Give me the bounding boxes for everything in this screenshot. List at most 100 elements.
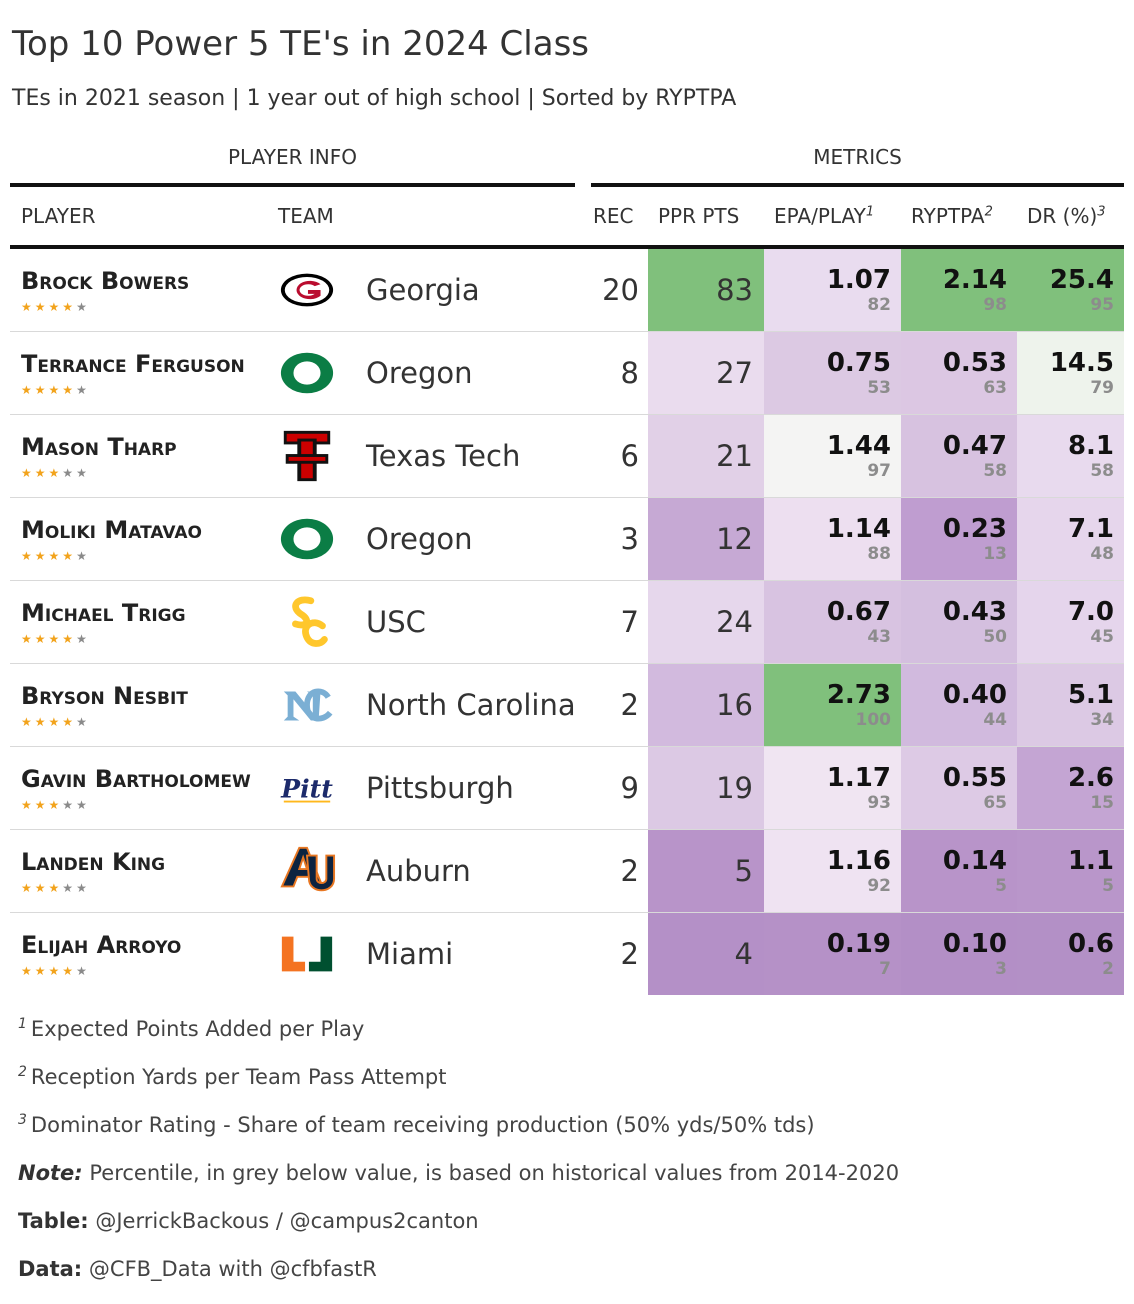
- oregon-o-logo: [278, 510, 336, 568]
- star-icon: ★: [21, 383, 35, 397]
- epa-cell: 1.44 97: [764, 415, 901, 497]
- star-icon: ★: [48, 300, 63, 314]
- epa-value: 0.67: [826, 597, 891, 627]
- ryptpa-cell: 0.14 5: [901, 830, 1017, 912]
- dr-value: 25.4: [1049, 265, 1114, 295]
- texas-tech-logo: [278, 427, 336, 485]
- pitt-logo: Pitt: [278, 759, 336, 817]
- ryptpa-cell: 0.53 63: [901, 332, 1017, 414]
- rec-value: 6: [620, 439, 639, 473]
- table-title: Top 10 Power 5 TE's in 2024 Class: [12, 24, 590, 64]
- spanner-rule-player-info: [10, 183, 575, 187]
- georgia-g-logo: [278, 261, 336, 319]
- table-row: Brock Bowers ★★★★★ Georgia 20 83 1.07 82 2.14 98…: [10, 249, 1124, 332]
- spanner-player-info: PLAYER INFO: [227, 145, 357, 169]
- dr-value: 8.1: [1067, 431, 1114, 461]
- star-rating: ★★★★★: [21, 715, 90, 729]
- star-icon: ★: [76, 798, 90, 812]
- epa-cell: 1.07 82: [764, 249, 901, 331]
- column-header-rec: REC: [593, 204, 634, 228]
- ryptpa-percentile: 3: [995, 959, 1007, 979]
- star-icon: ★: [48, 881, 63, 895]
- star-icon: ★: [34, 715, 49, 729]
- star-icon: ★: [34, 300, 49, 314]
- dr-value: 7.0: [1067, 597, 1114, 627]
- player-name: Mason Tharp: [21, 433, 177, 461]
- ppr-cell: 19: [648, 747, 764, 829]
- player-name: Bryson Nesbit: [21, 682, 188, 710]
- ryptpa-percentile: 44: [983, 710, 1007, 730]
- star-rating: ★★★★★: [21, 632, 90, 646]
- dr-percentile: 48: [1090, 544, 1114, 564]
- ryptpa-value: 2.14: [942, 265, 1007, 295]
- ppr-cell: 16: [648, 664, 764, 746]
- ppr-value: 19: [716, 771, 753, 805]
- ppr-value: 4: [734, 937, 753, 971]
- epa-cell: 2.73 100: [764, 664, 901, 746]
- ryptpa-value: 0.10: [942, 929, 1007, 959]
- epa-percentile: 93: [867, 793, 891, 813]
- player-name: Terrance Ferguson: [21, 350, 245, 378]
- team-name: Texas Tech: [366, 439, 521, 473]
- star-icon: ★: [21, 881, 35, 895]
- star-icon: ★: [34, 632, 49, 646]
- star-icon: ★: [34, 798, 49, 812]
- table-row: Landen King ★★★★★ Auburn 2 5 1.16 92 0.14 5 1.1 5: [10, 830, 1124, 913]
- ryptpa-value: 0.53: [942, 348, 1007, 378]
- team-name: Pittsburgh: [366, 771, 514, 805]
- team-name: Georgia: [366, 273, 480, 307]
- footnote-3: 3 Dominator Rating - Share of team receiv…: [18, 1112, 815, 1137]
- team-name: Auburn: [366, 854, 471, 888]
- ryptpa-cell: 0.55 65: [901, 747, 1017, 829]
- star-icon: ★: [62, 964, 77, 978]
- dr-percentile: 58: [1090, 461, 1114, 481]
- header-rule: [10, 245, 1124, 249]
- team-name: Miami: [366, 937, 454, 971]
- rec-value: 2: [620, 937, 639, 971]
- epa-cell: 0.75 53: [764, 332, 901, 414]
- star-icon: ★: [48, 383, 63, 397]
- star-icon: ★: [62, 715, 77, 729]
- ryptpa-value: 0.14: [942, 846, 1007, 876]
- epa-value: 1.07: [826, 265, 891, 295]
- star-rating: ★★★★★: [21, 881, 90, 895]
- player-name: Moliki Matavao: [21, 516, 202, 544]
- star-icon: ★: [21, 632, 35, 646]
- footnote-2: 2 Reception Yards per Team Pass Attempt: [18, 1064, 447, 1089]
- table-row: Moliki Matavao ★★★★★ Oregon 3 12 1.14 88 0.23 13…: [10, 498, 1124, 581]
- column-header-player: PLAYER: [21, 204, 96, 228]
- star-icon: ★: [76, 300, 90, 314]
- ppr-value: 5: [734, 854, 753, 888]
- ryptpa-percentile: 13: [983, 544, 1007, 564]
- ppr-cell: 12: [648, 498, 764, 580]
- player-name: Elijah Arroyo: [21, 931, 182, 959]
- rec-value: 20: [602, 273, 639, 307]
- star-icon: ★: [62, 383, 77, 397]
- epa-percentile: 43: [867, 627, 891, 647]
- star-icon: ★: [62, 549, 77, 563]
- dr-value: 2.6: [1067, 763, 1114, 793]
- star-icon: ★: [76, 632, 90, 646]
- dr-percentile: 79: [1090, 378, 1114, 398]
- star-icon: ★: [76, 715, 90, 729]
- star-icon: ★: [34, 383, 49, 397]
- star-icon: ★: [21, 466, 35, 480]
- ryptpa-cell: 0.43 50: [901, 581, 1017, 663]
- star-icon: ★: [62, 300, 77, 314]
- ryptpa-percentile: 50: [983, 627, 1007, 647]
- star-icon: ★: [62, 632, 77, 646]
- svg-text:Pitt: Pitt: [280, 774, 333, 804]
- star-icon: ★: [34, 964, 49, 978]
- dr-value: 7.1: [1067, 514, 1114, 544]
- oregon-o-logo: [278, 344, 336, 402]
- epa-value: 0.75: [826, 348, 891, 378]
- star-rating: ★★★★★: [21, 964, 90, 978]
- column-header-ppr: PPR PTS: [658, 204, 740, 228]
- footnote-mark: 2: [984, 204, 993, 220]
- table-row: Bryson Nesbit ★★★★★ North Carolina 2 16 2.73 1…: [10, 664, 1124, 747]
- ryptpa-cell: 2.14 98: [901, 249, 1017, 331]
- dr-cell: 1.1 5: [1017, 830, 1124, 912]
- auburn-logo: [278, 842, 336, 900]
- star-icon: ★: [48, 715, 63, 729]
- team-name: Oregon: [366, 522, 473, 556]
